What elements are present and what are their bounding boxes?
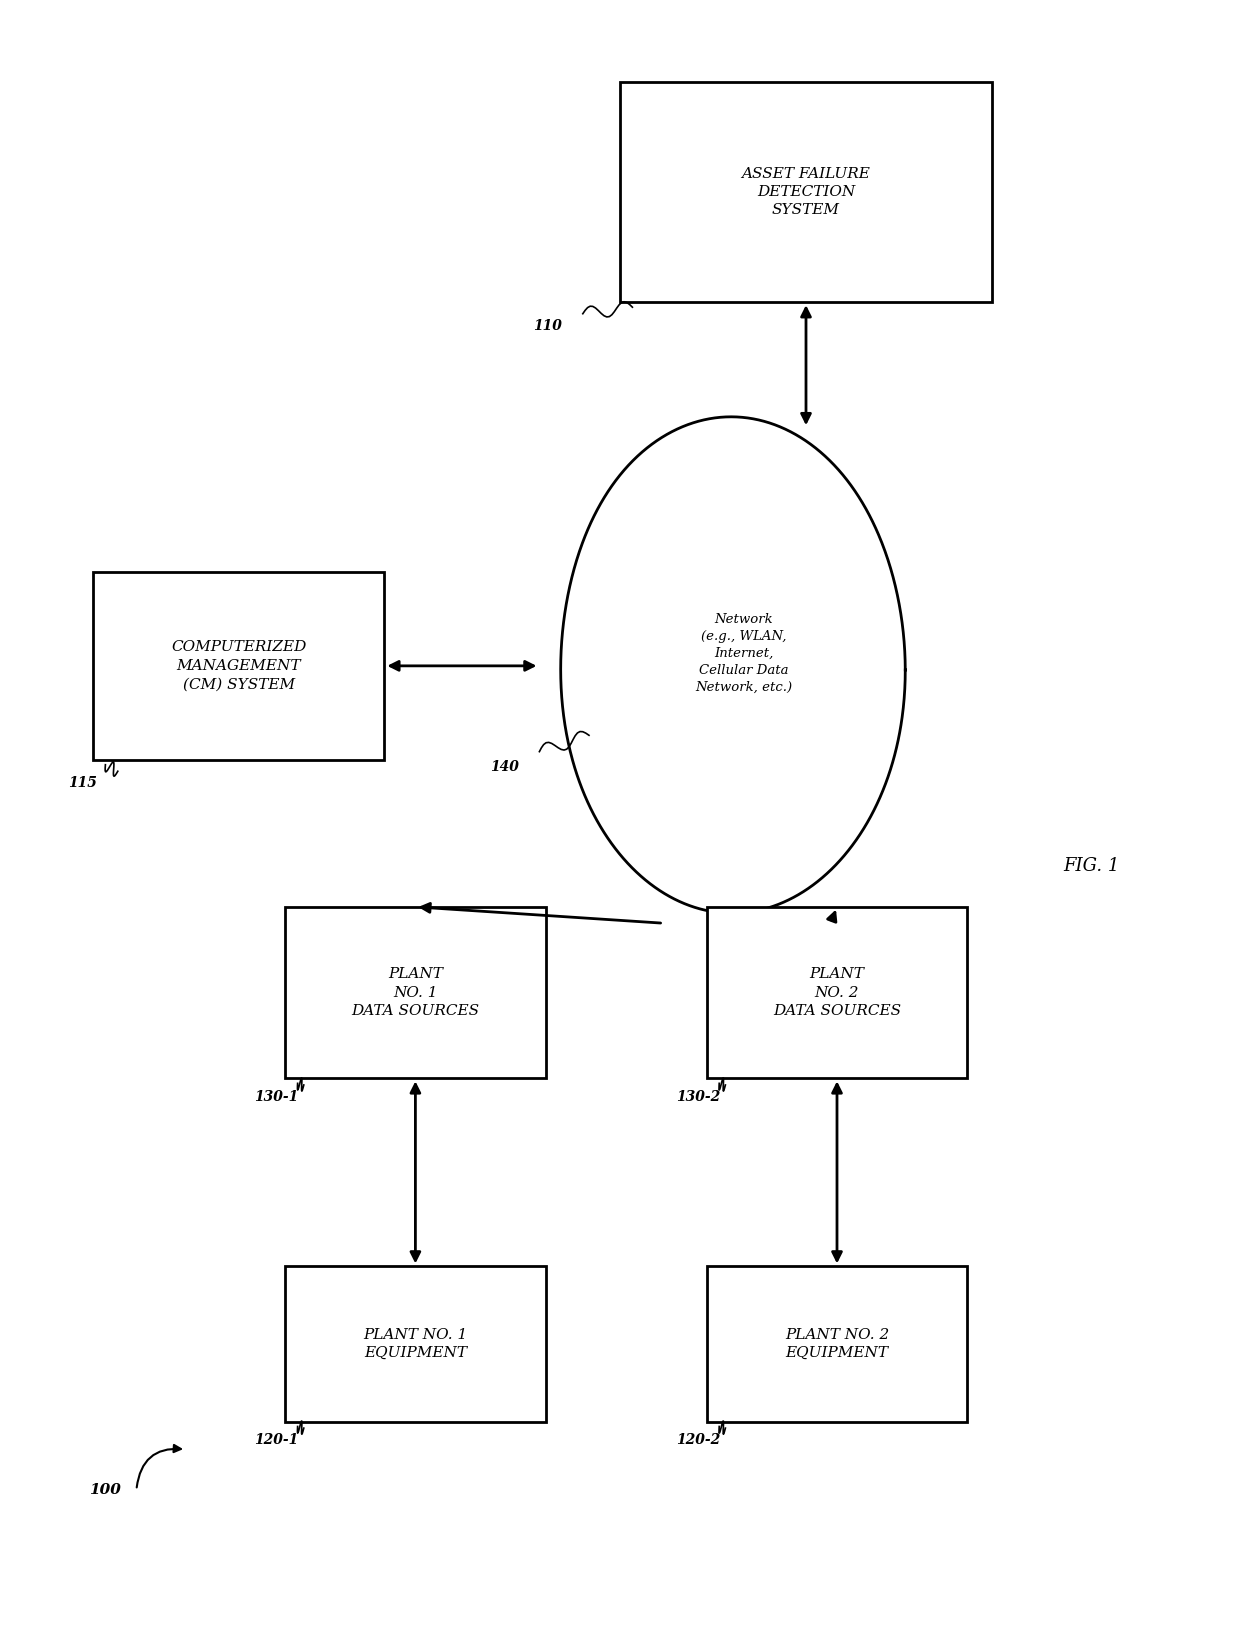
FancyBboxPatch shape <box>620 82 992 302</box>
Text: FIG. 1: FIG. 1 <box>1063 856 1120 876</box>
Text: 140: 140 <box>490 760 518 775</box>
Text: 130-2: 130-2 <box>676 1090 720 1105</box>
Text: PLANT NO. 1
EQUIPMENT: PLANT NO. 1 EQUIPMENT <box>363 1328 467 1359</box>
Text: PLANT NO. 2
EQUIPMENT: PLANT NO. 2 EQUIPMENT <box>785 1328 889 1359</box>
FancyBboxPatch shape <box>93 572 384 760</box>
Text: 120-2: 120-2 <box>676 1433 720 1448</box>
Text: PLANT
NO. 1
DATA SOURCES: PLANT NO. 1 DATA SOURCES <box>351 967 480 1018</box>
FancyBboxPatch shape <box>285 1266 546 1422</box>
Text: 110: 110 <box>533 319 562 333</box>
Text: 130-1: 130-1 <box>254 1090 299 1105</box>
Text: ASSET FAILURE
DETECTION
SYSTEM: ASSET FAILURE DETECTION SYSTEM <box>742 167 870 217</box>
FancyBboxPatch shape <box>285 907 546 1078</box>
Polygon shape <box>560 417 905 913</box>
Text: PLANT
NO. 2
DATA SOURCES: PLANT NO. 2 DATA SOURCES <box>773 967 901 1018</box>
Text: 115: 115 <box>68 776 97 791</box>
Text: Network
(e.g., WLAN,
Internet,
Cellular Data
Network, etc.): Network (e.g., WLAN, Internet, Cellular … <box>696 613 792 694</box>
Text: 100: 100 <box>89 1484 122 1497</box>
Text: COMPUTERIZED
MANAGEMENT
(CM) SYSTEM: COMPUTERIZED MANAGEMENT (CM) SYSTEM <box>171 641 306 691</box>
FancyBboxPatch shape <box>707 1266 967 1422</box>
FancyBboxPatch shape <box>707 907 967 1078</box>
Text: 120-1: 120-1 <box>254 1433 299 1448</box>
